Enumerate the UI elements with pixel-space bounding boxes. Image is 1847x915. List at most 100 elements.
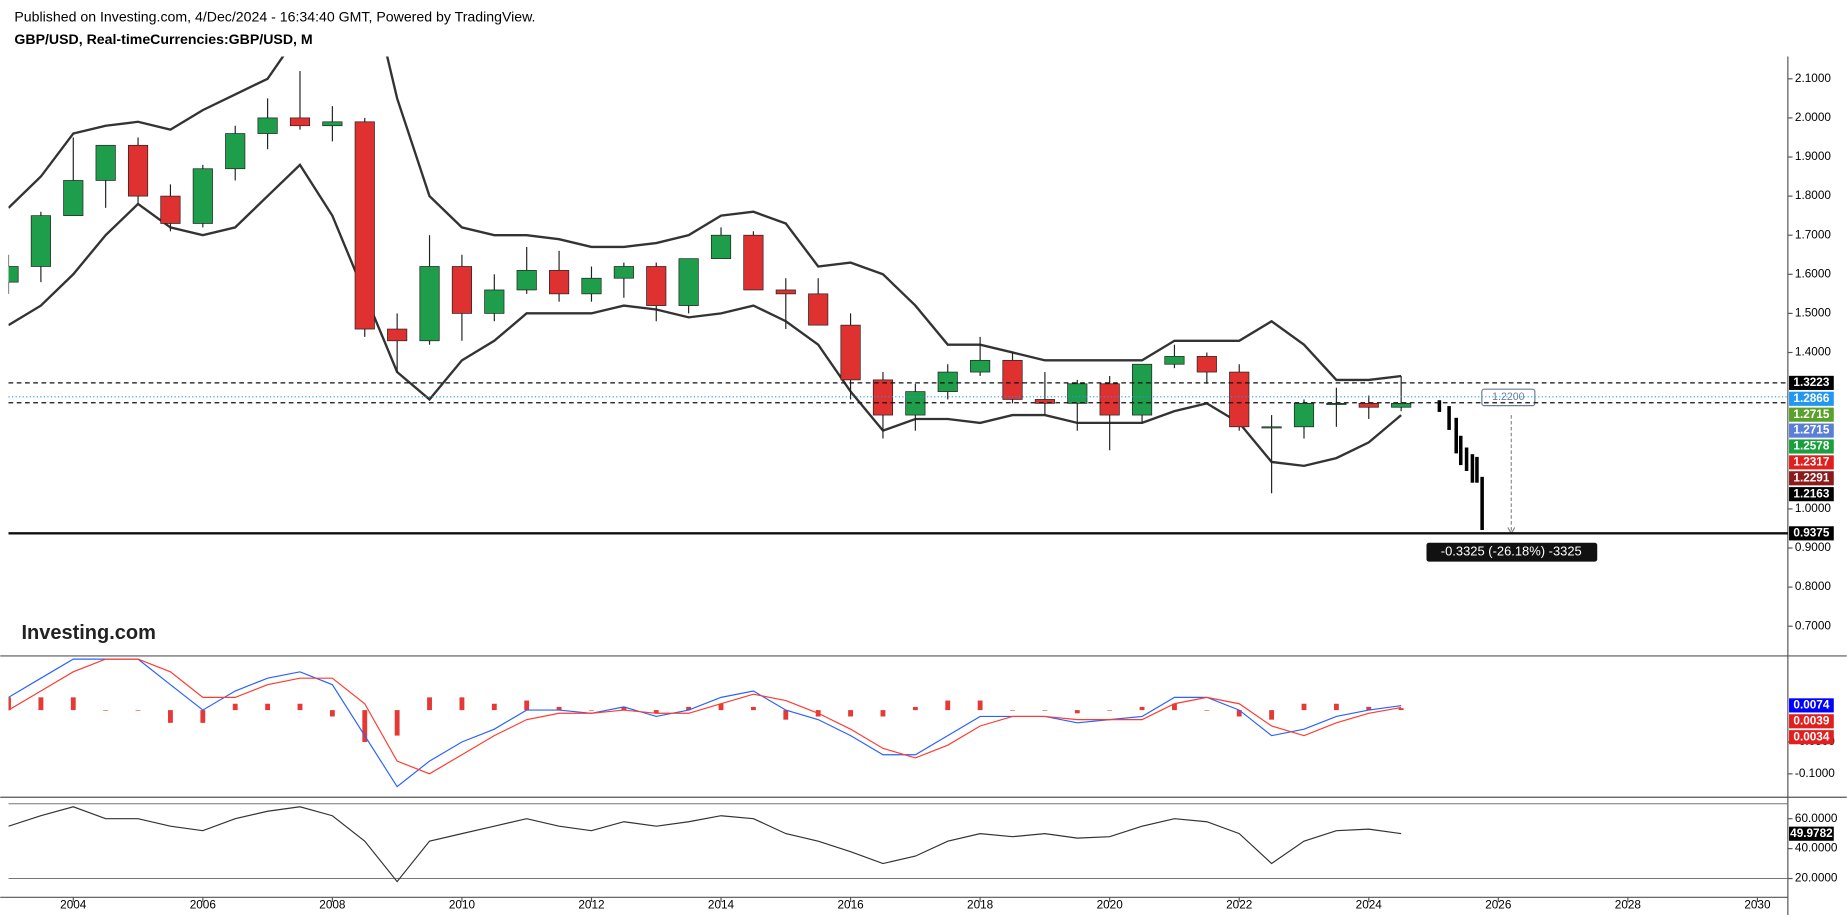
x-tick-label: 2010	[449, 899, 476, 912]
histogram-bar	[362, 710, 368, 742]
x-tick-label: 2006	[190, 899, 217, 912]
candle-body	[192, 168, 213, 224]
y-tick-label: 0.9000	[1795, 541, 1831, 554]
candle-body	[1229, 371, 1250, 428]
x-tick-label: 2020	[1097, 899, 1124, 912]
y-tick-label: 1.0000	[1795, 502, 1831, 515]
candle-body	[451, 266, 472, 314]
histogram-bar	[70, 697, 76, 711]
price-tag	[1789, 730, 1834, 745]
y-tick-label: 60.0000	[1795, 812, 1838, 825]
candle-body	[1034, 399, 1055, 404]
histogram-bar	[1139, 706, 1145, 711]
candle-body	[8, 266, 19, 283]
measure-box	[1426, 542, 1598, 562]
macd-line	[8, 658, 1402, 775]
histogram-bar	[394, 710, 400, 736]
histogram-bar	[880, 710, 886, 717]
candle-body	[743, 234, 764, 291]
x-tick-label: 2030	[1744, 899, 1771, 912]
candle-body	[1099, 383, 1120, 416]
candle-body	[1196, 356, 1217, 373]
candle-body	[970, 359, 991, 373]
price-tag	[1789, 526, 1834, 541]
candle-body	[160, 195, 181, 224]
histogram-bar	[750, 706, 756, 711]
histogram-bar	[459, 697, 465, 711]
x-tick-label: 2016	[837, 899, 864, 912]
candle-body	[840, 324, 861, 381]
published-note: Published on Investing.com, 4/Dec/2024 -…	[14, 8, 535, 24]
price-tag	[1789, 439, 1834, 454]
measure-label: -0.3325 (-26.18%) -3325	[1441, 544, 1582, 559]
price-tag-label: 1.2866	[1793, 392, 1829, 405]
candle-body	[1067, 383, 1088, 404]
candle-body	[549, 270, 570, 295]
price-tag	[1789, 487, 1834, 502]
price-tag	[1789, 698, 1834, 713]
candle-body	[1164, 356, 1185, 365]
y-tick-label: 20.0000	[1795, 872, 1838, 885]
histogram-bar	[848, 710, 854, 717]
candle-body	[775, 289, 796, 295]
rsi-line	[8, 806, 1402, 883]
x-tick-label: 2014	[708, 899, 735, 912]
price-tag-label: 49.9782	[1790, 827, 1833, 840]
histogram-bar	[103, 710, 109, 711]
histogram-bar	[265, 703, 271, 711]
symbol-title: GBP/USD, Real-timeCurrencies:GBP/USD, M	[14, 31, 312, 47]
candle-body	[95, 144, 116, 181]
price-tag-label: 1.2163	[1793, 487, 1829, 500]
histogram-bar	[38, 697, 44, 711]
histogram-bar	[8, 697, 11, 711]
y-tick-label: 2.0000	[1795, 111, 1831, 124]
histogram-bar	[297, 703, 303, 711]
x-tick-label: 2026	[1485, 899, 1512, 912]
macd-line	[8, 658, 1402, 788]
candle-body	[937, 371, 958, 392]
histogram-bar	[1172, 703, 1177, 711]
histogram-bar	[427, 697, 432, 711]
histogram-bar	[686, 706, 692, 711]
histogram-bar	[945, 700, 951, 711]
candle-body	[63, 180, 84, 217]
y-tick-label: 1.6000	[1795, 267, 1831, 280]
price-tag	[1789, 471, 1834, 486]
histogram-bar	[1269, 710, 1275, 720]
x-tick-label: 2022	[1226, 899, 1252, 912]
histogram-bar	[621, 706, 627, 711]
price-tag-label: 0.9375	[1793, 526, 1829, 539]
candle-body	[1391, 402, 1412, 408]
panel	[8, 56, 1516, 535]
histogram-bar	[200, 710, 206, 723]
candle-body	[710, 234, 732, 260]
y-tick-label: 1.7000	[1795, 228, 1831, 241]
price-tag	[1789, 714, 1834, 729]
candle-body	[419, 266, 440, 342]
candle-body	[678, 258, 699, 306]
y-tick-label: 1.9000	[1795, 150, 1831, 163]
x-tick-label: 2012	[578, 899, 604, 912]
y-tick-label: 1.8000	[1795, 189, 1831, 202]
candle-body	[30, 215, 51, 267]
candle-body	[1131, 363, 1153, 416]
price-tag-label: 1.2715	[1793, 408, 1829, 421]
histogram-bar	[1010, 710, 1015, 711]
candle-body	[225, 133, 246, 170]
histogram-bar	[1398, 708, 1404, 711]
x-tick-label: 2008	[319, 899, 346, 912]
price-tag-label: 0.0039	[1793, 714, 1829, 727]
histogram-bar	[1333, 703, 1339, 711]
candle-body	[1293, 402, 1315, 428]
histogram-bar	[1107, 710, 1113, 711]
histogram-bar	[1042, 710, 1048, 711]
watermark: Investing.com	[21, 622, 155, 644]
y-tick-label: 0.7000	[1795, 619, 1831, 632]
x-tick-label: 2018	[967, 899, 994, 912]
y-tick-label: 0.8000	[1795, 580, 1831, 593]
price-tag-label: 1.3223	[1793, 376, 1829, 389]
price-tag	[1789, 391, 1834, 406]
histogram-bar	[524, 700, 530, 711]
candle-body	[322, 121, 343, 127]
